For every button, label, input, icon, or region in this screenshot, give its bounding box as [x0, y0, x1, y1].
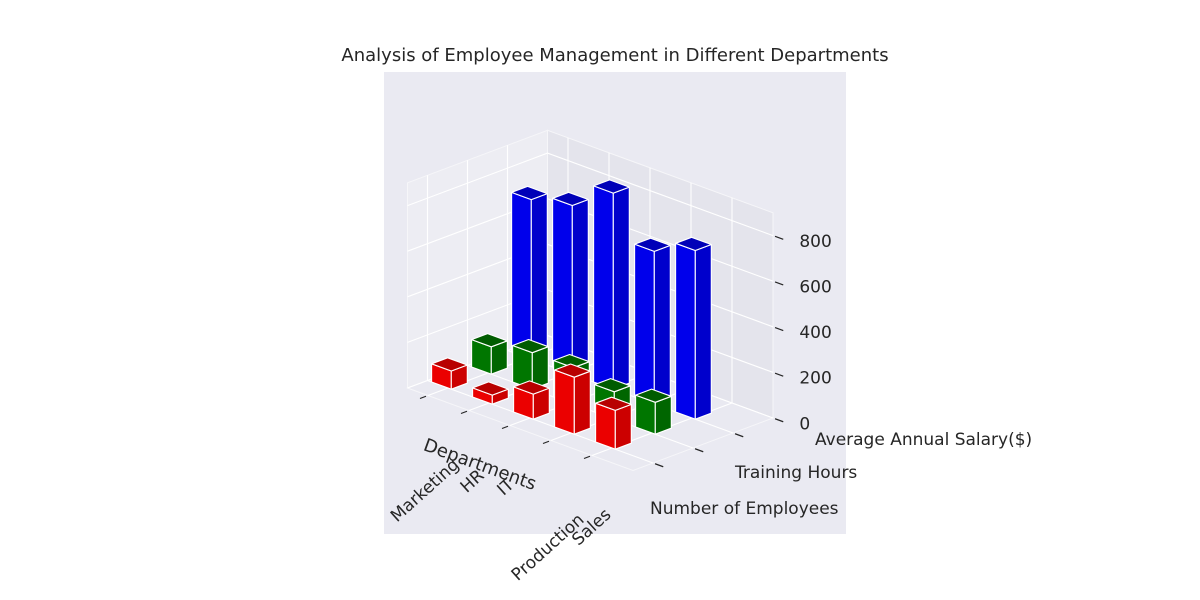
grid-line-y [426, 175, 654, 464]
bar-training-hours-sales [635, 388, 672, 435]
grid-line-x [591, 197, 733, 457]
bar-number-of-employees-production [554, 363, 591, 435]
bar-number-of-employees-hr [472, 381, 509, 405]
bar-front-face [675, 242, 696, 420]
y-tick-label: Number of Employees [650, 499, 839, 519]
bar-side-face [573, 370, 591, 435]
bar-number-of-employees-sales [595, 396, 632, 450]
z-tick [774, 281, 784, 286]
bar-top-face [554, 363, 591, 378]
x-tick [419, 395, 427, 400]
bar-side-face [653, 244, 671, 405]
x-tick [542, 440, 550, 445]
bar-training-hours-hr [512, 338, 549, 390]
bar-front-face [554, 369, 575, 435]
bar-top-face [552, 191, 589, 207]
bar-average-annual-salary--it [593, 179, 630, 390]
bar-front-face [511, 191, 532, 360]
z-tick-label: 0 [799, 414, 810, 434]
bar-top-face [471, 333, 508, 348]
bar-average-annual-salary--hr [552, 191, 589, 375]
z-tick [774, 326, 784, 332]
bar-top-face [595, 396, 632, 411]
y-tick-label: Training Hours [734, 463, 857, 483]
x-tick [583, 455, 591, 460]
z-tick [774, 235, 784, 240]
bar-top-face [594, 378, 631, 393]
z-tick [774, 418, 784, 423]
z-tick [774, 372, 784, 377]
bar-front-face [595, 402, 616, 450]
bar-front-face [552, 197, 573, 375]
y-tick [734, 433, 744, 438]
bar-top-face [431, 357, 468, 372]
bar-front-face [634, 243, 655, 405]
bar-side-face [612, 186, 630, 390]
bar-training-hours-marketing [471, 333, 508, 375]
bar-top-face [512, 338, 549, 354]
bar-top-face [511, 185, 548, 201]
bar-front-face [593, 185, 614, 390]
y-tick [654, 463, 664, 468]
grid-line-z [407, 152, 774, 237]
bar-top-face [675, 236, 712, 252]
z-tick-label: 200 [799, 369, 831, 389]
bar-top-face [593, 179, 630, 194]
bar-side-face [694, 243, 712, 420]
y-tick-label: Average Annual Salary($) [815, 430, 1032, 450]
x-tick [460, 410, 468, 415]
y-tick [694, 448, 704, 453]
bar-number-of-employees-it [513, 380, 550, 420]
z-tick-label: 600 [799, 277, 831, 297]
chart-title: Analysis of Employee Management in Diffe… [341, 45, 889, 66]
bar-side-face [530, 193, 548, 360]
axis-ticks [419, 235, 784, 468]
bar-side-face [614, 403, 632, 450]
bar-number-of-employees-marketing [431, 357, 468, 390]
bars [431, 179, 712, 450]
z-tick-label: 400 [799, 323, 831, 343]
bar-average-annual-salary--sales [675, 236, 712, 420]
bar-top-face [634, 237, 671, 252]
bar-side-face [571, 198, 589, 375]
bar-average-annual-salary--production [634, 237, 671, 405]
bar-average-annual-salary--marketing [511, 185, 548, 360]
z-tick-label: 800 [799, 232, 831, 252]
x-tick [501, 425, 509, 430]
bar-top-face [472, 381, 509, 396]
bar-top-face [513, 380, 550, 395]
bar-top-face [635, 388, 672, 403]
